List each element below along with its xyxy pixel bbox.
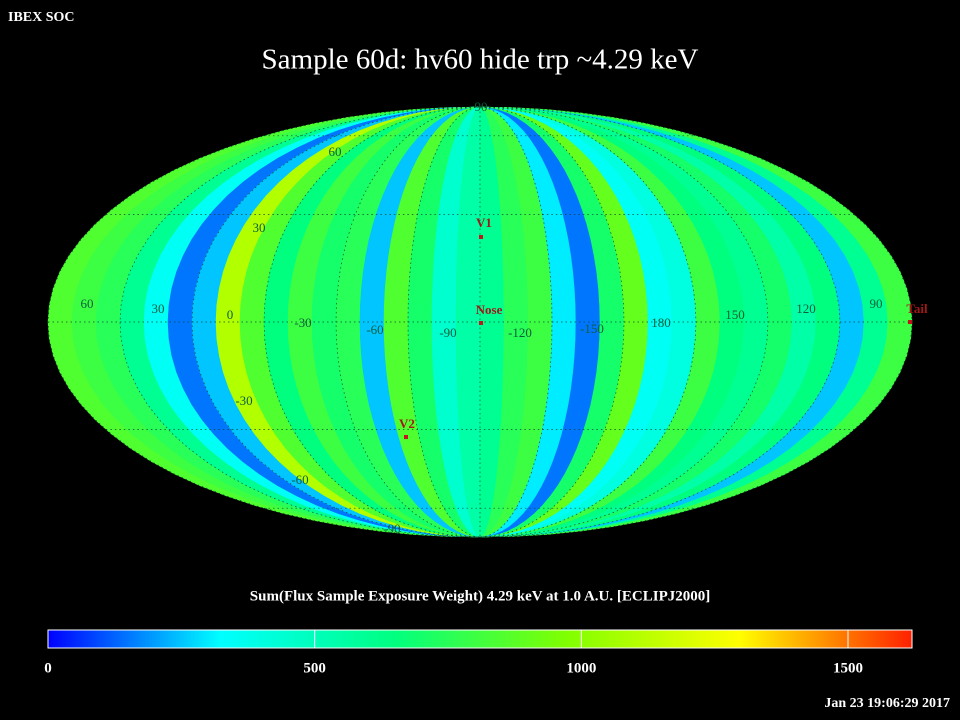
marker — [479, 235, 483, 239]
lon-label: 180 — [651, 315, 671, 330]
lon-label: -150 — [580, 321, 604, 336]
colorbar-tick-label: 1500 — [833, 660, 863, 676]
lon-label: 150 — [725, 307, 745, 322]
lat-label: 60 — [329, 144, 342, 159]
lon-label: 60 — [81, 296, 94, 311]
colorbar-gradient — [47, 629, 913, 649]
lon-label: -90 — [439, 325, 456, 340]
lon-label: 30 — [152, 301, 165, 316]
marker — [908, 320, 912, 324]
lon-label: -30 — [294, 315, 311, 330]
lat-label: -60 — [291, 472, 308, 487]
colorbar: 0 500 1000 1500 — [44, 629, 913, 676]
marker-label: Tail — [906, 301, 928, 316]
lat-label: 90 — [475, 99, 488, 114]
marker — [479, 321, 483, 325]
lon-label: 120 — [796, 301, 816, 316]
marker-label: V2 — [399, 416, 415, 431]
colorbar-tick-label: 1000 — [566, 660, 596, 676]
lon-label: 90 — [870, 296, 883, 311]
lat-label: -30 — [235, 393, 252, 408]
lon-label: 0 — [227, 307, 234, 322]
lon-label: -60 — [366, 322, 383, 337]
meridian — [479, 106, 841, 538]
lat-label: 30 — [253, 220, 266, 235]
marker-label: V1 — [476, 215, 492, 230]
title: Sample 60d: hv60 hide trp ~4.29 keV — [262, 44, 699, 76]
header: IBEX SOC — [8, 10, 75, 25]
colorbar-tick-label: 500 — [303, 660, 326, 676]
marker — [404, 435, 408, 439]
lon-label: -120 — [508, 325, 532, 340]
colorbar-tick-label: 0 — [44, 660, 52, 676]
timestamp: Jan 23 19:06:29 2017 — [824, 696, 950, 711]
colorbar-caption: Sum(Flux Sample Exposure Weight) 4.29 ke… — [250, 588, 710, 604]
marker-label: Nose — [476, 302, 503, 317]
lat-label: -90 — [383, 521, 400, 536]
labels: 90 60 30 -30 -60 -90 60 30 0 -30 -60 -90… — [81, 99, 928, 536]
